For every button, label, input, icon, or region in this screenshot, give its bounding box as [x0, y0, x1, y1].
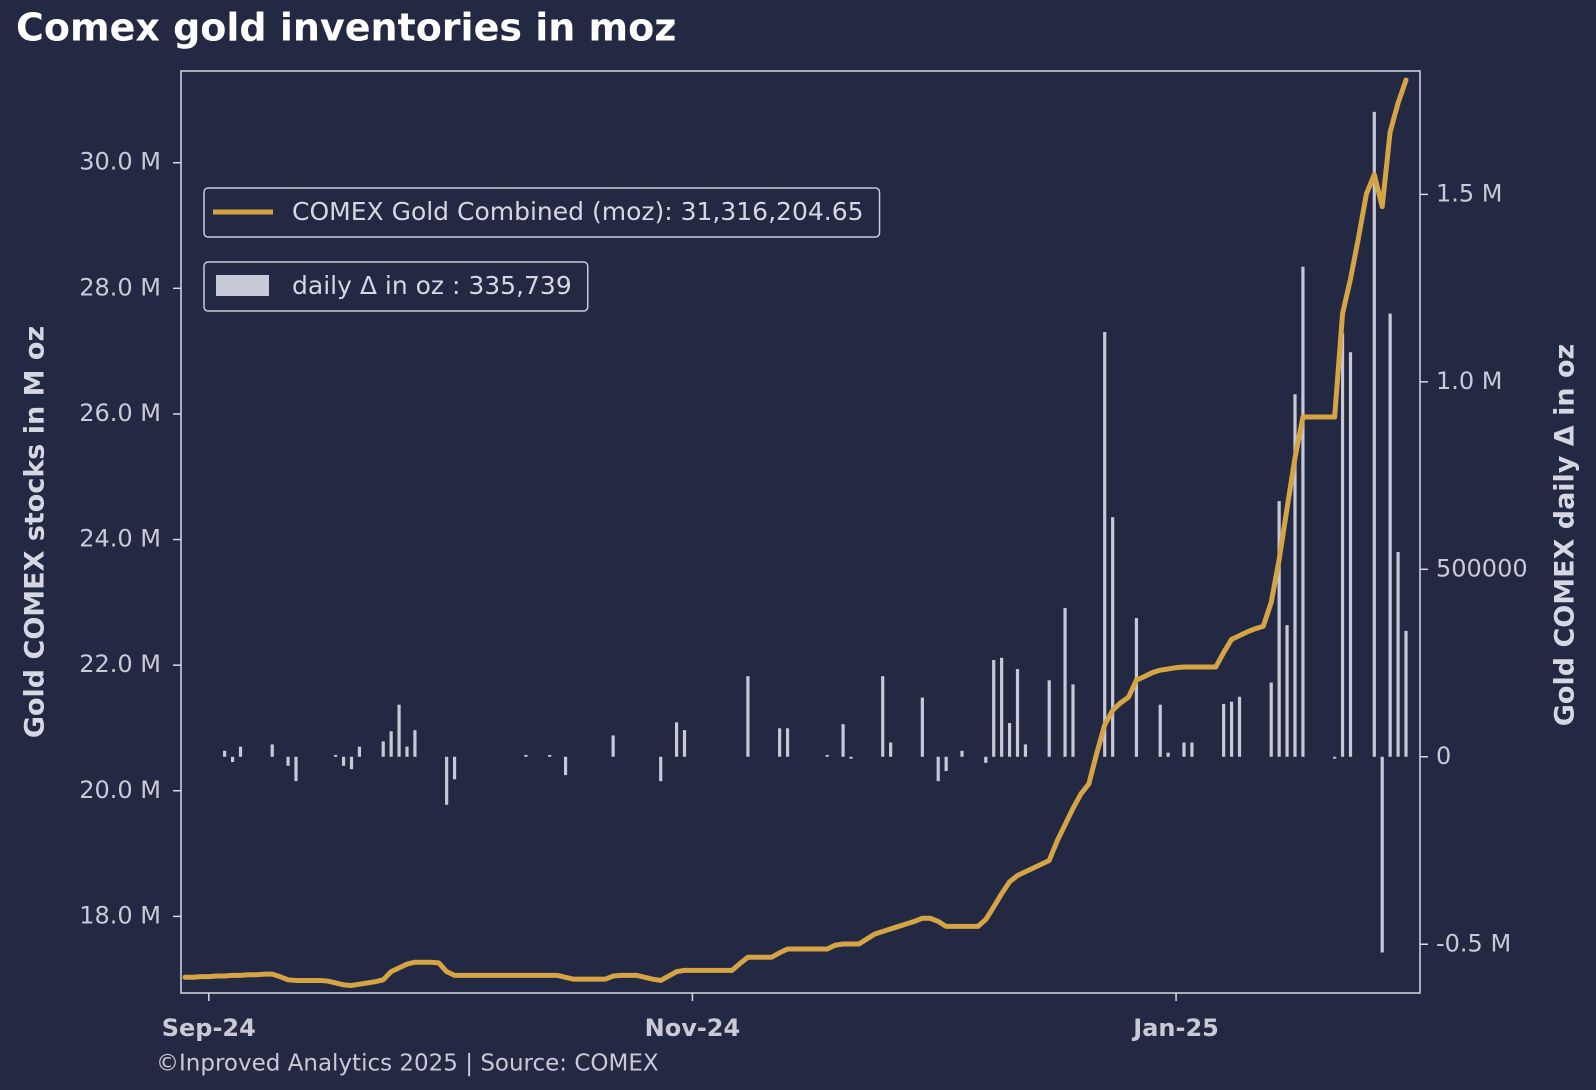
bar: [889, 742, 893, 757]
bar: [357, 746, 362, 757]
legend-entry: daily Δ in oz : 335,739: [203, 261, 589, 312]
bar: [1015, 669, 1020, 757]
bar: [452, 756, 457, 780]
bar: [920, 697, 924, 757]
bar: [984, 756, 988, 763]
bar: [1023, 744, 1028, 757]
y-tick-label: 28.0 M: [79, 273, 161, 301]
plot-frame: [180, 70, 1421, 994]
bar: [223, 750, 227, 757]
bar: [825, 754, 829, 757]
legend-label: COMEX Gold Combined (moz): 31,316,204.65: [292, 197, 864, 226]
legend-swatch: [216, 275, 269, 296]
bar: [1396, 552, 1400, 757]
x-tick-label: Jan-25: [1131, 1014, 1219, 1042]
bar: [1301, 266, 1305, 757]
y2-tick-label: -0.5 M: [1436, 929, 1511, 957]
bar: [1166, 752, 1170, 757]
bar: [1134, 618, 1139, 757]
bar: [1277, 501, 1281, 757]
bar: [674, 722, 679, 757]
bar: [1158, 704, 1162, 757]
footer: ©Inproved Analytics 2025 | Source: COMEX: [156, 1051, 659, 1077]
bar: [1388, 313, 1392, 757]
bar: [960, 750, 964, 757]
bar: [405, 746, 409, 757]
bar: [944, 756, 948, 772]
y-tick-label: 18.0 M: [79, 901, 161, 929]
bar: [445, 756, 449, 805]
bar: [1229, 701, 1234, 757]
bar: [1047, 680, 1051, 757]
bar: [841, 724, 845, 757]
bar: [230, 756, 235, 763]
bar: [778, 728, 782, 757]
bar: [524, 754, 528, 757]
y-axis-label: Gold COMEX stocks in M oz: [20, 326, 51, 738]
bar: [270, 744, 274, 757]
legend-box: [203, 261, 589, 312]
bar: [785, 728, 790, 757]
chart-title: Comex gold inventories in moz: [16, 6, 676, 50]
x-tick-label: Nov-24: [645, 1014, 741, 1042]
y-tick-label: 22.0 M: [79, 650, 161, 678]
bar: [659, 756, 663, 782]
y2-tick-label: 0: [1436, 742, 1451, 770]
bar: [881, 676, 885, 757]
bar: [992, 660, 996, 757]
bar: [936, 756, 940, 782]
bar: [1372, 111, 1376, 757]
bar: [611, 735, 615, 757]
bar: [1007, 723, 1012, 757]
bar: [1293, 394, 1297, 757]
bar: [1380, 756, 1384, 953]
bar: [1103, 331, 1107, 757]
x-tick-label: Sep-24: [162, 1014, 256, 1042]
bar: [389, 731, 393, 757]
bar: [294, 756, 298, 782]
bar: [397, 704, 401, 757]
y-tick-label: 26.0 M: [79, 399, 161, 427]
bar: [1000, 657, 1004, 757]
y-tick-label: 20.0 M: [79, 776, 161, 804]
bar: [563, 756, 568, 776]
bar: [1222, 703, 1226, 757]
bar: [1285, 625, 1289, 757]
legend-label: daily Δ in oz : 335,739: [292, 271, 572, 300]
bar: [1404, 630, 1408, 757]
y2-tick-label: 500000: [1436, 554, 1528, 582]
y2-axis-label: Gold COMEX daily Δ in oz: [1550, 344, 1581, 726]
y-tick-label: 30.0 M: [79, 148, 161, 176]
bar: [682, 730, 687, 757]
bar: [1071, 684, 1075, 757]
bar: [1111, 517, 1115, 757]
bar: [1190, 742, 1194, 757]
bar: [341, 756, 346, 766]
bar: [381, 741, 385, 757]
line: [182, 77, 1409, 988]
bar: [849, 756, 853, 759]
bar: [746, 676, 750, 757]
bar: [1269, 682, 1273, 757]
bar: [548, 754, 552, 757]
bar: [413, 730, 417, 757]
bar: [1063, 607, 1067, 757]
bar: [1340, 333, 1345, 757]
bar: [238, 746, 243, 757]
y-tick-label: 24.0 M: [79, 525, 161, 553]
bar: [334, 754, 338, 757]
bar: [1237, 696, 1242, 757]
bar: [1182, 742, 1186, 757]
y2-tick-label: 1.0 M: [1436, 367, 1503, 395]
legend-entry: COMEX Gold Combined (moz): 31,316,204.65: [203, 187, 881, 238]
bar: [1333, 756, 1337, 759]
bar: [1348, 352, 1353, 757]
legend-box: [203, 187, 881, 238]
y2-tick-label: 1.5 M: [1436, 179, 1503, 207]
bar: [349, 756, 354, 770]
bar: [286, 756, 290, 766]
